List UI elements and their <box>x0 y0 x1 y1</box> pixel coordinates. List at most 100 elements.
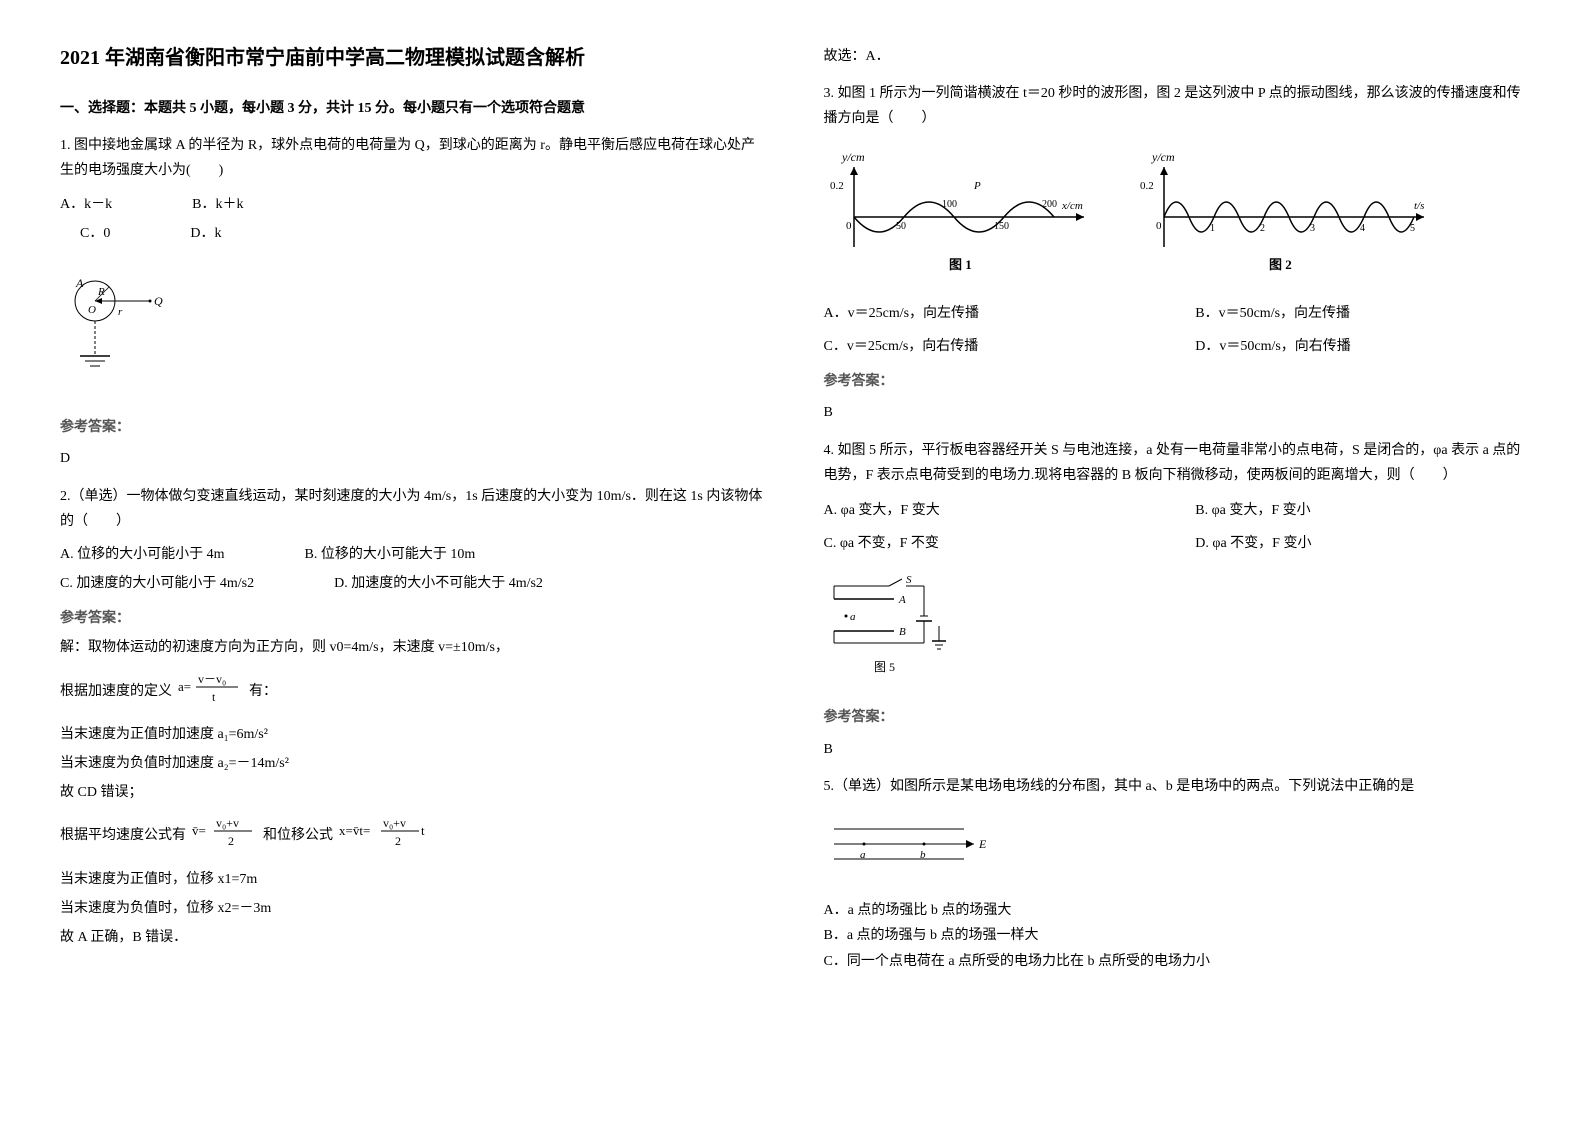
q2-exp5: 故 CD 错误； <box>60 780 764 805</box>
q3-text: 3. 如图 1 所示为一列简谐横波在 t＝20 秒时的波形图，图 2 是这列波中… <box>824 81 1528 131</box>
svg-text:v－v₀: v－v₀ <box>198 672 226 686</box>
question-4: 4. 如图 5 所示，平行板电容器经开关 S 与电池连接，a 处有一电荷量非常小… <box>824 438 1528 762</box>
q2-exp6: 根据平均速度公式有 v̄= v₀+v 2 和位移公式 x=v̄t= v₀+v <box>60 809 764 862</box>
q4-circuit-svg: S A a B <box>824 571 974 681</box>
svg-text:50: 50 <box>896 221 906 232</box>
q2-exp3-formula: a₁=6m/s² <box>218 727 268 742</box>
q2-option-a: A. 位移的大小可能小于 4m <box>60 542 225 567</box>
q5-field-svg: a b E <box>824 814 1004 874</box>
section-1-header: 一、选择题：本题共 5 小题，每小题 3 分，共计 15 分。每小题只有一个选项… <box>60 96 764 121</box>
q1-diagram: A R O Q r <box>60 261 764 400</box>
q3-diagrams: y/cm 0.2 0 50 100 150 200 P x/cm <box>824 147 1528 286</box>
q3-option-c: C．v＝25cm/s，向右传播 <box>824 334 1156 359</box>
svg-text:0: 0 <box>1156 220 1162 232</box>
q3-answer: B <box>824 400 1528 425</box>
svg-text:a: a <box>860 849 866 861</box>
q1-answer-label: 参考答案： <box>60 415 764 440</box>
svg-text:100: 100 <box>942 199 957 210</box>
q4-answer-label: 参考答案： <box>824 705 1528 730</box>
document-title: 2021 年湖南省衡阳市常宁庙前中学高二物理模拟试题含解析 <box>60 40 764 76</box>
svg-text:A: A <box>898 594 906 606</box>
svg-text:图 2: 图 2 <box>1269 257 1292 272</box>
q4-option-c: C. φa 不变，F 不变 <box>824 531 1156 556</box>
svg-text:a=: a= <box>178 679 191 694</box>
q2-exp4-formula: a₂=－14m/s² <box>218 756 289 771</box>
q2-option-d: D. 加速度的大小不可能大于 4m/s2 <box>334 571 543 596</box>
svg-text:2: 2 <box>395 834 401 848</box>
q2-answer-label: 参考答案： <box>60 606 764 631</box>
q5-option-b: B．a 点的场强与 b 点的场强一样大 <box>824 923 1528 948</box>
q3-option-b: B．v＝50cm/s，向左传播 <box>1195 301 1527 326</box>
svg-text:4: 4 <box>1360 223 1365 234</box>
svg-text:y/cm: y/cm <box>841 150 865 164</box>
svg-text:t: t <box>212 690 216 704</box>
svg-text:b: b <box>920 849 926 861</box>
page-container: 2021 年湖南省衡阳市常宁庙前中学高二物理模拟试题含解析 一、选择题：本题共 … <box>60 40 1527 986</box>
svg-text:x/cm: x/cm <box>1061 200 1083 212</box>
q2-option-c: C. 加速度的大小可能小于 4m/s2 <box>60 571 254 596</box>
q5-options: A．a 点的场强比 b 点的场强大 B．a 点的场强与 b 点的场强一样大 C．… <box>824 898 1528 974</box>
q1-circuit-svg: A R O Q r <box>60 261 180 391</box>
q5-option-c: C．同一个点电荷在 a 点所受的电场力比在 b 点所受的电场力小 <box>824 949 1528 974</box>
svg-text:2: 2 <box>228 834 234 848</box>
svg-text:v̄=: v̄= <box>192 823 206 838</box>
q2-formula2: v̄= v₀+v 2 <box>190 813 260 858</box>
svg-text:t: t <box>421 823 425 838</box>
q2-exp7: 当末速度为正值时，位移 x1=7m <box>60 867 764 892</box>
q1-options: A．k－k B．k＋k C．0 D．k <box>60 192 764 246</box>
q4-option-d: D. φa 不变，F 变小 <box>1195 531 1527 556</box>
q3-chart2-svg: y/cm 0.2 0 1 2 3 4 5 t/s 图 <box>1134 147 1434 277</box>
svg-text:x=v̄t=: x=v̄t= <box>339 823 370 838</box>
q3-options: A．v＝25cm/s，向左传播 B．v＝50cm/s，向左传播 C．v＝25cm… <box>824 301 1528 359</box>
q5-text: 5.（单选）如图所示是某电场电场线的分布图，其中 a、b 是电场中的两点。下列说… <box>824 774 1528 799</box>
q3-chart2: y/cm 0.2 0 1 2 3 4 5 t/s 图 <box>1134 147 1434 286</box>
right-column: 故选：A． 3. 如图 1 所示为一列简谐横波在 t＝20 秒时的波形图，图 2… <box>824 40 1528 986</box>
question-5: 5.（单选）如图所示是某电场电场线的分布图，其中 a、b 是电场中的两点。下列说… <box>824 774 1528 974</box>
q1-option-c: C．0 <box>80 221 110 246</box>
q1-label-q: Q <box>154 294 163 308</box>
q3-answer-label: 参考答案： <box>824 369 1528 394</box>
q4-option-b: B. φa 变大，F 变小 <box>1195 498 1527 523</box>
q2-formula3: x=v̄t= v₀+v 2 t <box>337 813 437 858</box>
svg-text:0.2: 0.2 <box>830 180 844 192</box>
q3-chart1-svg: y/cm 0.2 0 50 100 150 200 P x/cm <box>824 147 1104 277</box>
svg-text:200: 200 <box>1042 199 1057 210</box>
svg-text:a: a <box>850 611 856 623</box>
q2-exp9: 故 A 正确，B 错误． <box>60 925 764 950</box>
svg-text:t/s: t/s <box>1414 200 1424 212</box>
svg-text:0: 0 <box>846 220 852 232</box>
svg-text:3: 3 <box>1310 223 1315 234</box>
svg-text:P: P <box>973 180 981 192</box>
svg-text:B: B <box>899 626 906 638</box>
q1-label-o: O <box>88 304 96 316</box>
q1-label-r: r <box>118 306 123 318</box>
q2-exp6-mid: 和位移公式 <box>263 828 333 843</box>
q4-text: 4. 如图 5 所示，平行板电容器经开关 S 与电池连接，a 处有一电荷量非常小… <box>824 438 1528 488</box>
svg-text:E: E <box>978 837 987 851</box>
q1-option-a: A．k－k <box>60 192 112 217</box>
q2-options: A. 位移的大小可能小于 4m B. 位移的大小可能大于 10m C. 加速度的… <box>60 542 764 596</box>
q2-exp4-prefix: 当末速度为负值时加速度 <box>60 756 214 771</box>
q3-option-d: D．v＝50cm/s，向右传播 <box>1195 334 1527 359</box>
svg-text:v₀+v: v₀+v <box>383 816 406 830</box>
svg-text:图 5: 图 5 <box>874 660 895 674</box>
q1-answer: D <box>60 446 764 471</box>
q1-label-a: A <box>75 276 84 290</box>
svg-text:150: 150 <box>994 221 1009 232</box>
q2-exp8: 当末速度为负值时，位移 x2=－3m <box>60 896 764 921</box>
q5-diagram: a b E <box>824 814 1528 883</box>
question-2: 2.（单选）一物体做匀变速直线运动，某时刻速度的大小为 4m/s，1s 后速度的… <box>60 484 764 951</box>
q4-options: A. φa 变大，F 变大 B. φa 变大，F 变小 C. φa 不变，F 不… <box>824 498 1528 556</box>
q4-answer: B <box>824 737 1528 762</box>
q5-option-a: A．a 点的场强比 b 点的场强大 <box>824 898 1528 923</box>
left-column: 2021 年湖南省衡阳市常宁庙前中学高二物理模拟试题含解析 一、选择题：本题共 … <box>60 40 764 986</box>
q1-option-d: D．k <box>190 221 221 246</box>
svg-text:2: 2 <box>1260 223 1265 234</box>
svg-text:1: 1 <box>1210 223 1215 234</box>
q3-chart1: y/cm 0.2 0 50 100 150 200 P x/cm <box>824 147 1104 286</box>
q2-exp2-suffix: 有： <box>249 683 277 698</box>
svg-text:S: S <box>906 574 912 586</box>
question-3: 3. 如图 1 所示为一列简谐横波在 t＝20 秒时的波形图，图 2 是这列波中… <box>824 81 1528 425</box>
q2-option-b: B. 位移的大小可能大于 10m <box>305 542 476 567</box>
q2-exp2: 根据加速度的定义 a= v－v₀ t 有： <box>60 665 764 718</box>
